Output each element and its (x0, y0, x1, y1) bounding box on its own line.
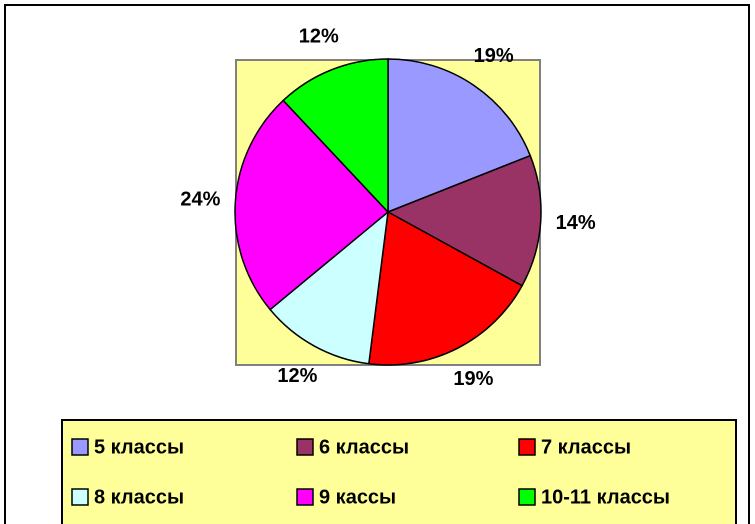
data-label: 19% (453, 368, 493, 390)
legend-box (61, 419, 737, 524)
data-label: 12% (277, 365, 317, 387)
legend-label: 7 классы (541, 436, 631, 458)
data-label: 14% (556, 212, 596, 234)
pie-slice (367, 210, 524, 366)
data-label: 19% (474, 45, 514, 67)
pie-slice (234, 99, 390, 311)
legend-label: 10-11 классы (541, 486, 670, 508)
legend-label: 8 классы (94, 486, 184, 508)
pie-slice (282, 58, 389, 214)
legend-label: 6 классы (319, 436, 409, 458)
legend-swatch (296, 488, 314, 506)
legend-swatch (518, 488, 536, 506)
legend-swatch (296, 438, 314, 456)
pie-slice (386, 154, 542, 287)
legend-swatch (71, 488, 89, 506)
legend-swatch (71, 438, 89, 456)
pie-slice (387, 58, 532, 214)
data-label: 12% (299, 25, 339, 47)
pie-slice (269, 210, 389, 365)
data-label: 24% (180, 188, 220, 210)
legend-swatch (518, 438, 536, 456)
legend-label: 9 кассы (319, 486, 396, 508)
legend-label: 5 классы (94, 436, 184, 458)
